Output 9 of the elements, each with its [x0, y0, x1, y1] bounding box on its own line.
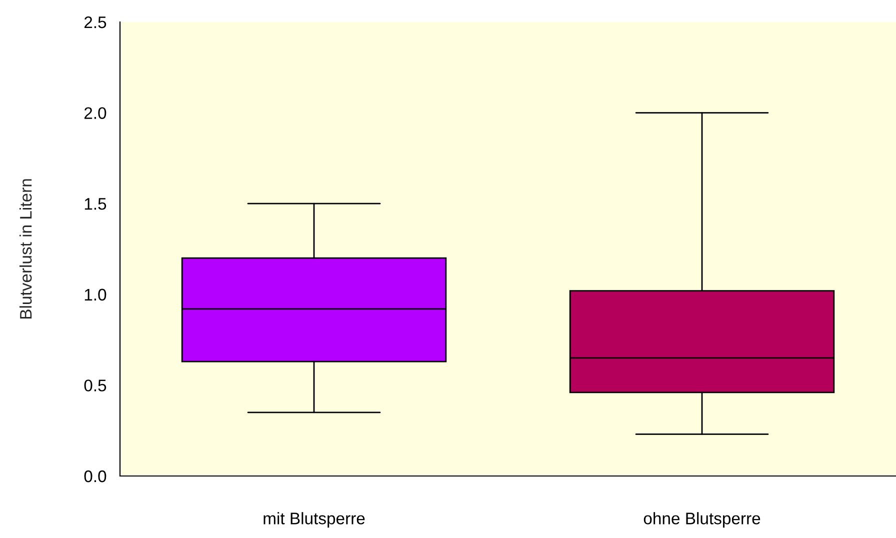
y-axis-title: Blutverlust in Litern [19, 179, 32, 318]
x-tick-label: mit Blutsperre [264, 512, 365, 528]
x-tick-label: ohne Blutsperre [644, 512, 760, 528]
y-tick-label: 0.5 [84, 380, 106, 392]
y-tick-label: 2.0 [84, 107, 106, 120]
y-tick-label: 0.0 [84, 470, 106, 482]
y-tick-label: 1.5 [84, 198, 106, 210]
y-tick-label: 1.0 [84, 288, 106, 301]
y-tick-label: 2.5 [84, 16, 106, 28]
